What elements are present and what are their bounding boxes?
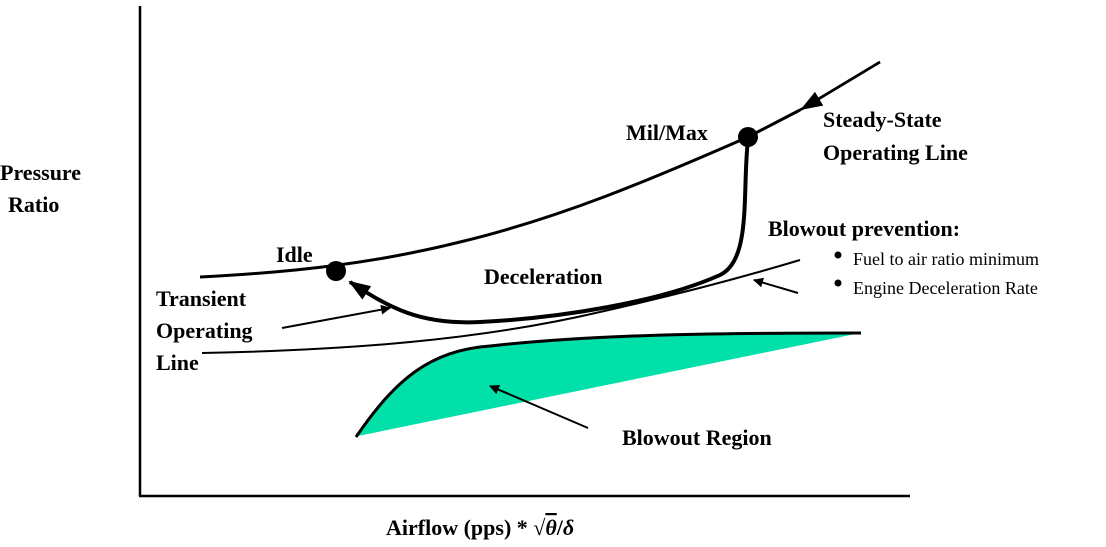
y-axis-label-line2: Ratio bbox=[8, 192, 59, 217]
bullet-dot-1 bbox=[834, 251, 842, 259]
steady-state-label-line1: Steady-State bbox=[823, 107, 942, 132]
steady-state-arrow bbox=[800, 60, 881, 111]
blowout-prevention-label: Blowout prevention: bbox=[768, 216, 960, 241]
x-axis-label-main: Airflow (pps) * bbox=[386, 515, 533, 540]
transient-label-line3: Line bbox=[156, 350, 199, 375]
x-axis-label-sqrt: √ bbox=[533, 515, 546, 540]
blowout-prevention-line bbox=[201, 259, 801, 354]
blowout-prevention-arrow bbox=[753, 277, 799, 294]
mil-max-label: Mil/Max bbox=[626, 120, 708, 145]
deceleration-label: Deceleration bbox=[484, 264, 603, 289]
steady-state-label-line2: Operating Line bbox=[823, 140, 968, 165]
transient-label-line1: Transient bbox=[156, 286, 247, 311]
steady-state-operating-line bbox=[199, 108, 801, 279]
bullet-dot-2 bbox=[834, 279, 842, 287]
idle-point bbox=[326, 261, 346, 281]
idle-label: Idle bbox=[276, 242, 313, 267]
blowout-region-label: Blowout Region bbox=[622, 425, 772, 450]
transient-operating-line bbox=[348, 139, 750, 325]
x-axis-label-delta: δ bbox=[563, 515, 574, 540]
x-axis-label-theta: θ bbox=[545, 515, 557, 540]
mil-max-point bbox=[738, 127, 758, 147]
blowout-boundary bbox=[354, 331, 862, 438]
transient-label-line2: Operating bbox=[156, 318, 253, 343]
x-axis-label-slash: / bbox=[556, 515, 564, 540]
bullet-1-text: Fuel to air ratio minimum bbox=[853, 249, 1039, 269]
y-axis-label-line1: Pressure bbox=[0, 160, 81, 185]
bullet-2-text: Engine Deceleration Rate bbox=[853, 278, 1038, 298]
transient-label-arrow bbox=[281, 304, 391, 329]
x-axis-label: Airflow (pps) * √θ/δ bbox=[386, 515, 574, 540]
blowout-region bbox=[358, 333, 860, 436]
blowout-region-arrow bbox=[489, 384, 589, 429]
